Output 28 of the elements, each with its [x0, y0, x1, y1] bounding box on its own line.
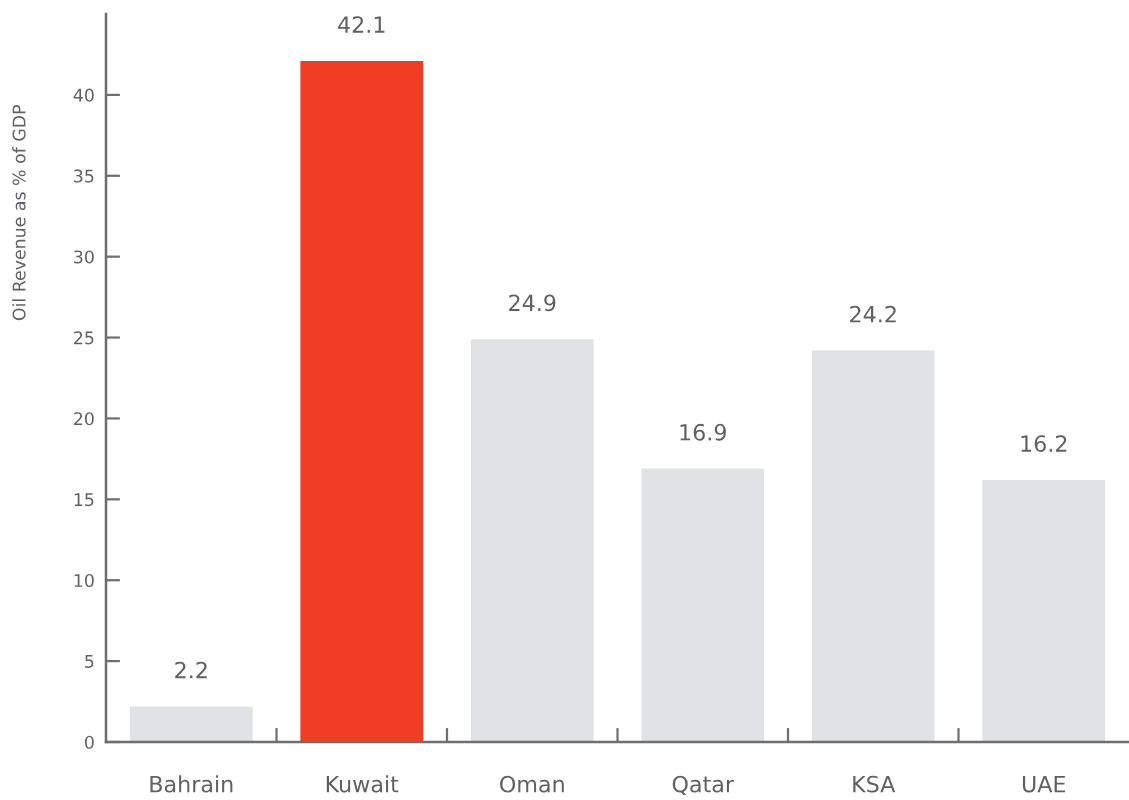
y-tick-label: 25 — [74, 331, 94, 345]
bar — [811, 350, 935, 742]
data-label: 16.2 — [1021, 435, 1067, 452]
y-tick-label: 5 — [85, 655, 94, 668]
y-tick-label: 30 — [74, 250, 94, 264]
data-label: 42.1 — [338, 16, 385, 33]
data-label: 24.9 — [509, 294, 556, 312]
bar — [470, 339, 594, 742]
x-tick-label: Bahrain — [150, 775, 233, 793]
data-label: 2.2 — [175, 661, 207, 679]
bar — [129, 706, 253, 742]
bar — [300, 60, 424, 742]
x-tick-label: Qatar — [672, 775, 735, 796]
x-tick-label: Oman — [500, 775, 564, 793]
bar — [641, 468, 765, 742]
y-tick-label: 15 — [74, 493, 94, 507]
y-tick-label: 35 — [74, 169, 94, 183]
data-label: 16.9 — [680, 423, 726, 441]
y-tick-label: 40 — [73, 88, 94, 102]
y-tick-label: 10 — [74, 573, 94, 588]
data-label: 24.2 — [850, 305, 896, 323]
y-tick-label: 0 — [84, 735, 94, 749]
bar — [982, 479, 1106, 742]
y-tick-label: 20 — [74, 412, 94, 426]
x-tick-label: UAE — [1022, 776, 1066, 793]
x-tick-label: KSA — [853, 775, 896, 793]
x-tick-label: Kuwait — [326, 775, 399, 793]
y-axis-title: Oil Revenue as % of GDP — [12, 104, 26, 321]
